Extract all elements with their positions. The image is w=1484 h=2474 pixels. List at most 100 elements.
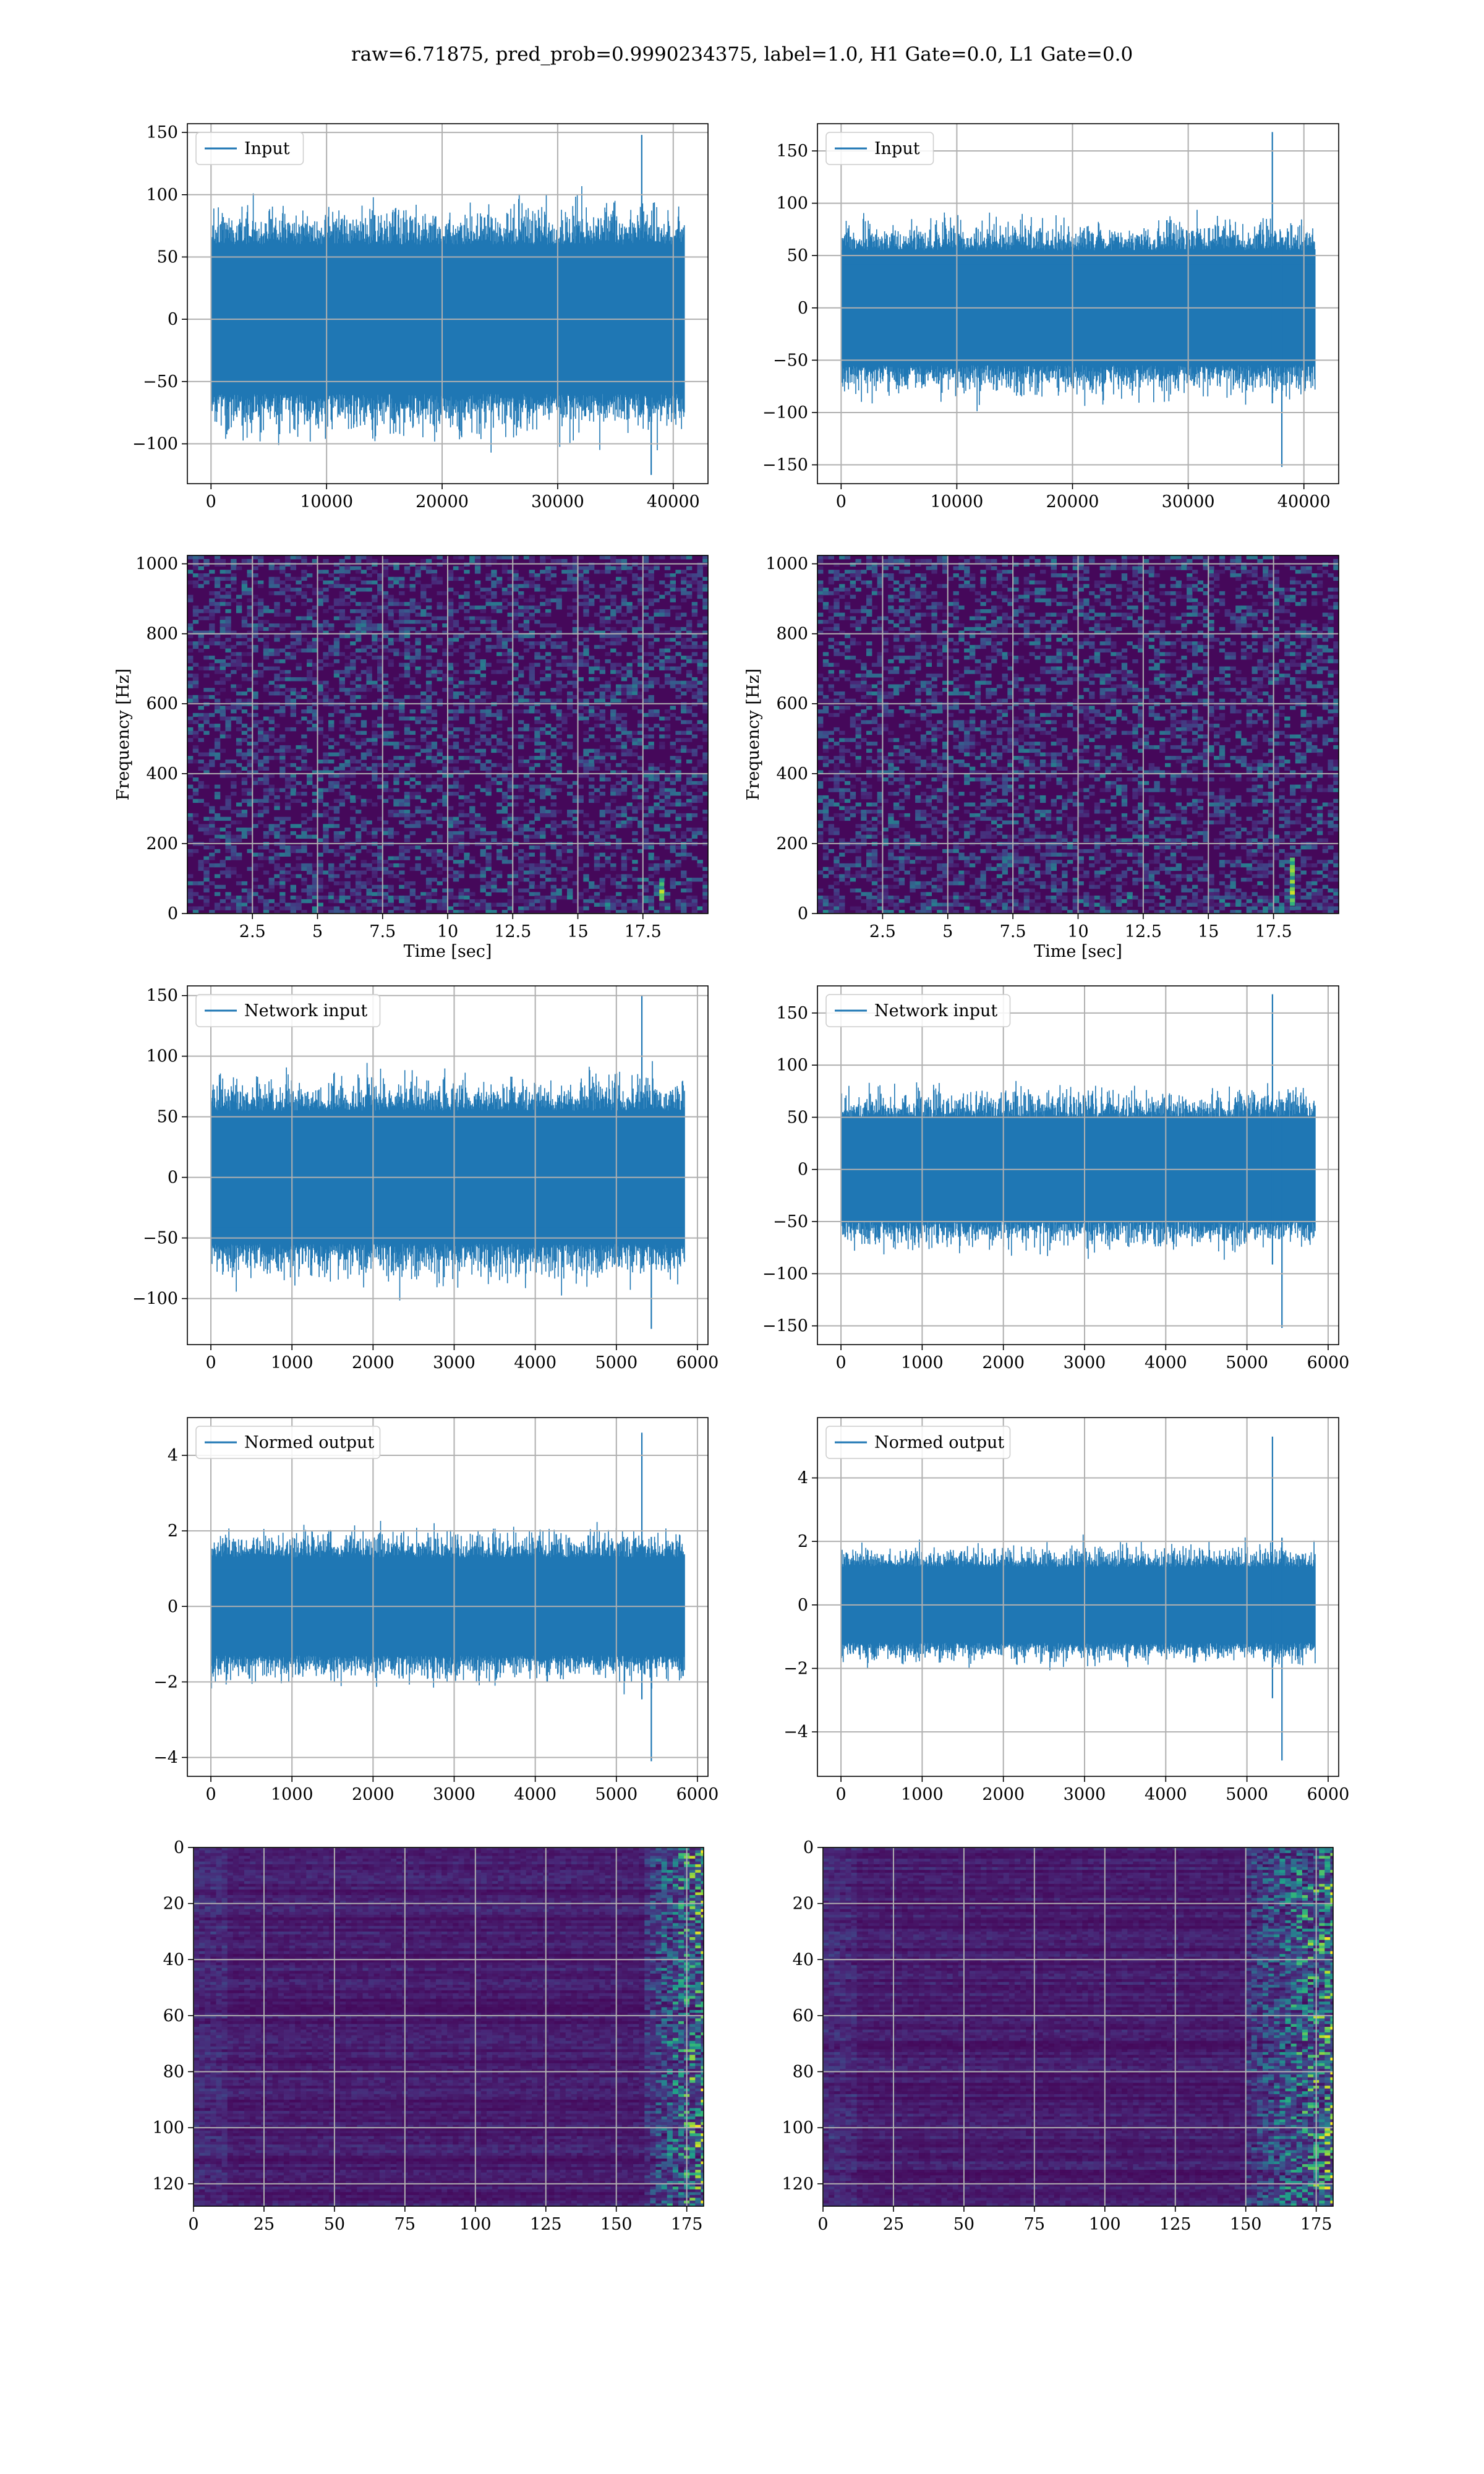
h1-normed-output-ytick-label: 2 [168, 1522, 178, 1541]
l1-feature-map-xtick-label: 175 [1300, 2215, 1333, 2234]
l1-feature-map-xtick-label: 150 [1230, 2215, 1262, 2234]
h1-feature-map-xtick-label: 100 [459, 2215, 492, 2234]
l1-network-input-ytick-label: −50 [773, 1212, 808, 1231]
l1-normed-output-ytick-label: −4 [783, 1723, 808, 1742]
h1-spectrogram-grid [187, 555, 708, 914]
l1-spectrogram-xtick-label: 7.5 [1000, 922, 1026, 941]
h1-spectrogram-xtick-label: 2.5 [239, 922, 266, 941]
l1-network-input-ytick-label: 100 [776, 1056, 808, 1075]
h1-feature-map-ytick-label: 40 [163, 1950, 184, 1969]
h1-input-frame [187, 123, 709, 484]
l1-feature-map-xtick-label: 25 [883, 2215, 904, 2234]
l1-network-input-frame [817, 985, 1339, 1345]
l1-network-input-legend-label: Network input [874, 1001, 997, 1021]
l1-input-legend: Input [825, 132, 934, 165]
l1-input-xtick-label: 40000 [1277, 492, 1331, 511]
l1-network-input-grid [817, 986, 1339, 1345]
h1-feature-map-ytick-label: 120 [152, 2175, 184, 2194]
l1-input-xtick-label: 0 [836, 492, 846, 511]
l1-feature-map-xtick-label: 0 [817, 2215, 828, 2234]
h1-input-ytick-label: 150 [146, 123, 178, 142]
h1-input-ytick-label: 50 [157, 247, 178, 267]
h1-spectrogram-ytick-label: 600 [146, 695, 178, 714]
h1-normed-output-grid [187, 1418, 708, 1776]
l1-input-panel: 0 10000 20000 30000 40000 −150 −100 −50 0 50 100 15… [762, 123, 1339, 511]
h1-spectrogram-xlabel: Time [sec] [404, 942, 492, 961]
l1-network-input-plot-area [840, 994, 1316, 1329]
h1-spectrogram-xtick-label: 15 [567, 922, 588, 941]
h1-network-input-panel: 0 1000 2000 3000 4000 5000 6000 −100 −50 0 50 100 15… [132, 985, 719, 1372]
l1-network-input-ytick-label: −150 [762, 1317, 808, 1336]
h1-normed-output-xtick-label: 3000 [433, 1785, 475, 1804]
h1-spectrogram-ytick-label: 0 [168, 904, 178, 923]
h1-feature-map-ytick-label: 60 [163, 2006, 184, 2026]
h1-spectrogram-xtick-label: 17.5 [625, 922, 662, 941]
h1-input-legend: Input [195, 132, 304, 165]
h1-network-input-ytick-label: −100 [132, 1290, 178, 1309]
h1-feature-map-xtick-label: 25 [254, 2215, 275, 2234]
h1-feature-map-xtick-label: 175 [671, 2215, 703, 2234]
l1-normed-output-xtick-label: 2000 [982, 1785, 1025, 1804]
h1-normed-output-panel: 0 1000 2000 3000 4000 5000 6000 −4 −2 0 2 4 Normed o… [153, 1417, 719, 1804]
h1-input-xtick-label: 0 [206, 492, 216, 511]
l1-spectrogram-ytick-label: 0 [798, 904, 808, 923]
h1-spectrogram-ytick-label: 200 [146, 834, 178, 854]
h1-network-input-xtick-label: 5000 [595, 1353, 638, 1372]
l1-spectrogram-ytick-label: 1000 [765, 555, 808, 574]
l1-spectrogram-xtick-label: 12.5 [1125, 922, 1162, 941]
l1-feature-map-frame [822, 1847, 1334, 2207]
l1-feature-map-ytick-label: 80 [793, 2063, 814, 2082]
l1-feature-map-xtick-label: 50 [953, 2215, 974, 2234]
l1-spectrogram-ytick-label: 800 [776, 625, 808, 644]
h1-input-xtick-label: 10000 [300, 492, 353, 511]
l1-network-input-xtick-label: 4000 [1145, 1353, 1187, 1372]
l1-normed-output-ytick-label: 2 [798, 1532, 808, 1551]
l1-feature-map-xtick-label: 125 [1159, 2215, 1192, 2234]
l1-input-legend-label: Input [874, 139, 920, 158]
h1-normed-output-xtick-label: 4000 [514, 1785, 556, 1804]
l1-input-plot-area [840, 132, 1316, 467]
l1-feature-map-ytick-label: 20 [793, 1894, 814, 1914]
l1-normed-output-xtick-label: 3000 [1064, 1785, 1106, 1804]
h1-normed-output-xtick-label: 0 [205, 1785, 216, 1804]
l1-normed-output-legend: Normed output [825, 1426, 1011, 1459]
l1-spectrogram-xtick-label: 2.5 [869, 922, 896, 941]
figure-title: raw=6.71875, pred_prob=0.9990234375, lab… [351, 43, 1133, 66]
l1-spectrogram-xtick-label: 17.5 [1255, 922, 1292, 941]
h1-network-input-ytick-label: 50 [157, 1108, 178, 1127]
l1-normed-output-grid [817, 1418, 1339, 1776]
l1-feature-map-plot-area [823, 1847, 1333, 2206]
l1-input-ytick-label: −50 [773, 351, 808, 370]
h1-feature-map-xtick-label: 75 [394, 2215, 416, 2234]
l1-spectrogram-ytick-label: 400 [776, 764, 808, 784]
h1-spectrogram-xtick-label: 5 [312, 922, 323, 941]
l1-input-frame [817, 123, 1339, 484]
h1-spectrogram-panel: 2.5 5 7.5 10 12.5 15 17.5 0 200 400 600 800 1000 Time… [114, 555, 709, 961]
l1-network-input-ytick-label: −100 [762, 1264, 808, 1283]
h1-feature-map-ytick-label: 80 [163, 2063, 184, 2082]
h1-spectrogram-xtick-label: 12.5 [494, 922, 531, 941]
l1-spectrogram-xtick-label: 5 [942, 922, 953, 941]
h1-normed-output-xtick-label: 2000 [352, 1785, 394, 1804]
h1-network-input-xtick-label: 3000 [433, 1353, 475, 1372]
l1-spectrogram-xlabel: Time [sec] [1034, 942, 1122, 961]
l1-network-input-xtick-label: 5000 [1226, 1353, 1268, 1372]
h1-spectrogram-ylabel: Frequency [Hz] [114, 669, 133, 800]
h1-feature-map-plot-area [194, 1847, 704, 2206]
h1-feature-map-panel: 0 25 50 75 100 125 150 175 0 20 40 60 80 100 120 [152, 1838, 704, 2234]
l1-input-ytick-label: −150 [762, 456, 808, 475]
h1-feature-map-ytick-label: 0 [174, 1838, 184, 1857]
h1-feature-map-xtick-label: 150 [600, 2215, 633, 2234]
l1-spectrogram-ytick-label: 200 [776, 834, 808, 854]
h1-spectrogram-ytick-label: 1000 [135, 555, 178, 574]
l1-input-xtick-label: 10000 [930, 492, 983, 511]
l1-normed-output-xtick-label: 4000 [1145, 1785, 1187, 1804]
l1-normed-output-xtick-label: 6000 [1307, 1785, 1350, 1804]
h1-spectrogram-ytick-label: 800 [146, 625, 178, 644]
h1-normed-output-ytick-label: 0 [168, 1597, 178, 1616]
l1-spectrogram-panel: 2.5 5 7.5 10 12.5 15 17.5 0 200 400 600 800 1000 Time… [744, 555, 1339, 961]
h1-feature-map-ytick-label: 100 [152, 2118, 184, 2138]
h1-input-ytick-label: −100 [132, 435, 178, 454]
h1-network-input-ytick-label: 0 [168, 1168, 178, 1188]
